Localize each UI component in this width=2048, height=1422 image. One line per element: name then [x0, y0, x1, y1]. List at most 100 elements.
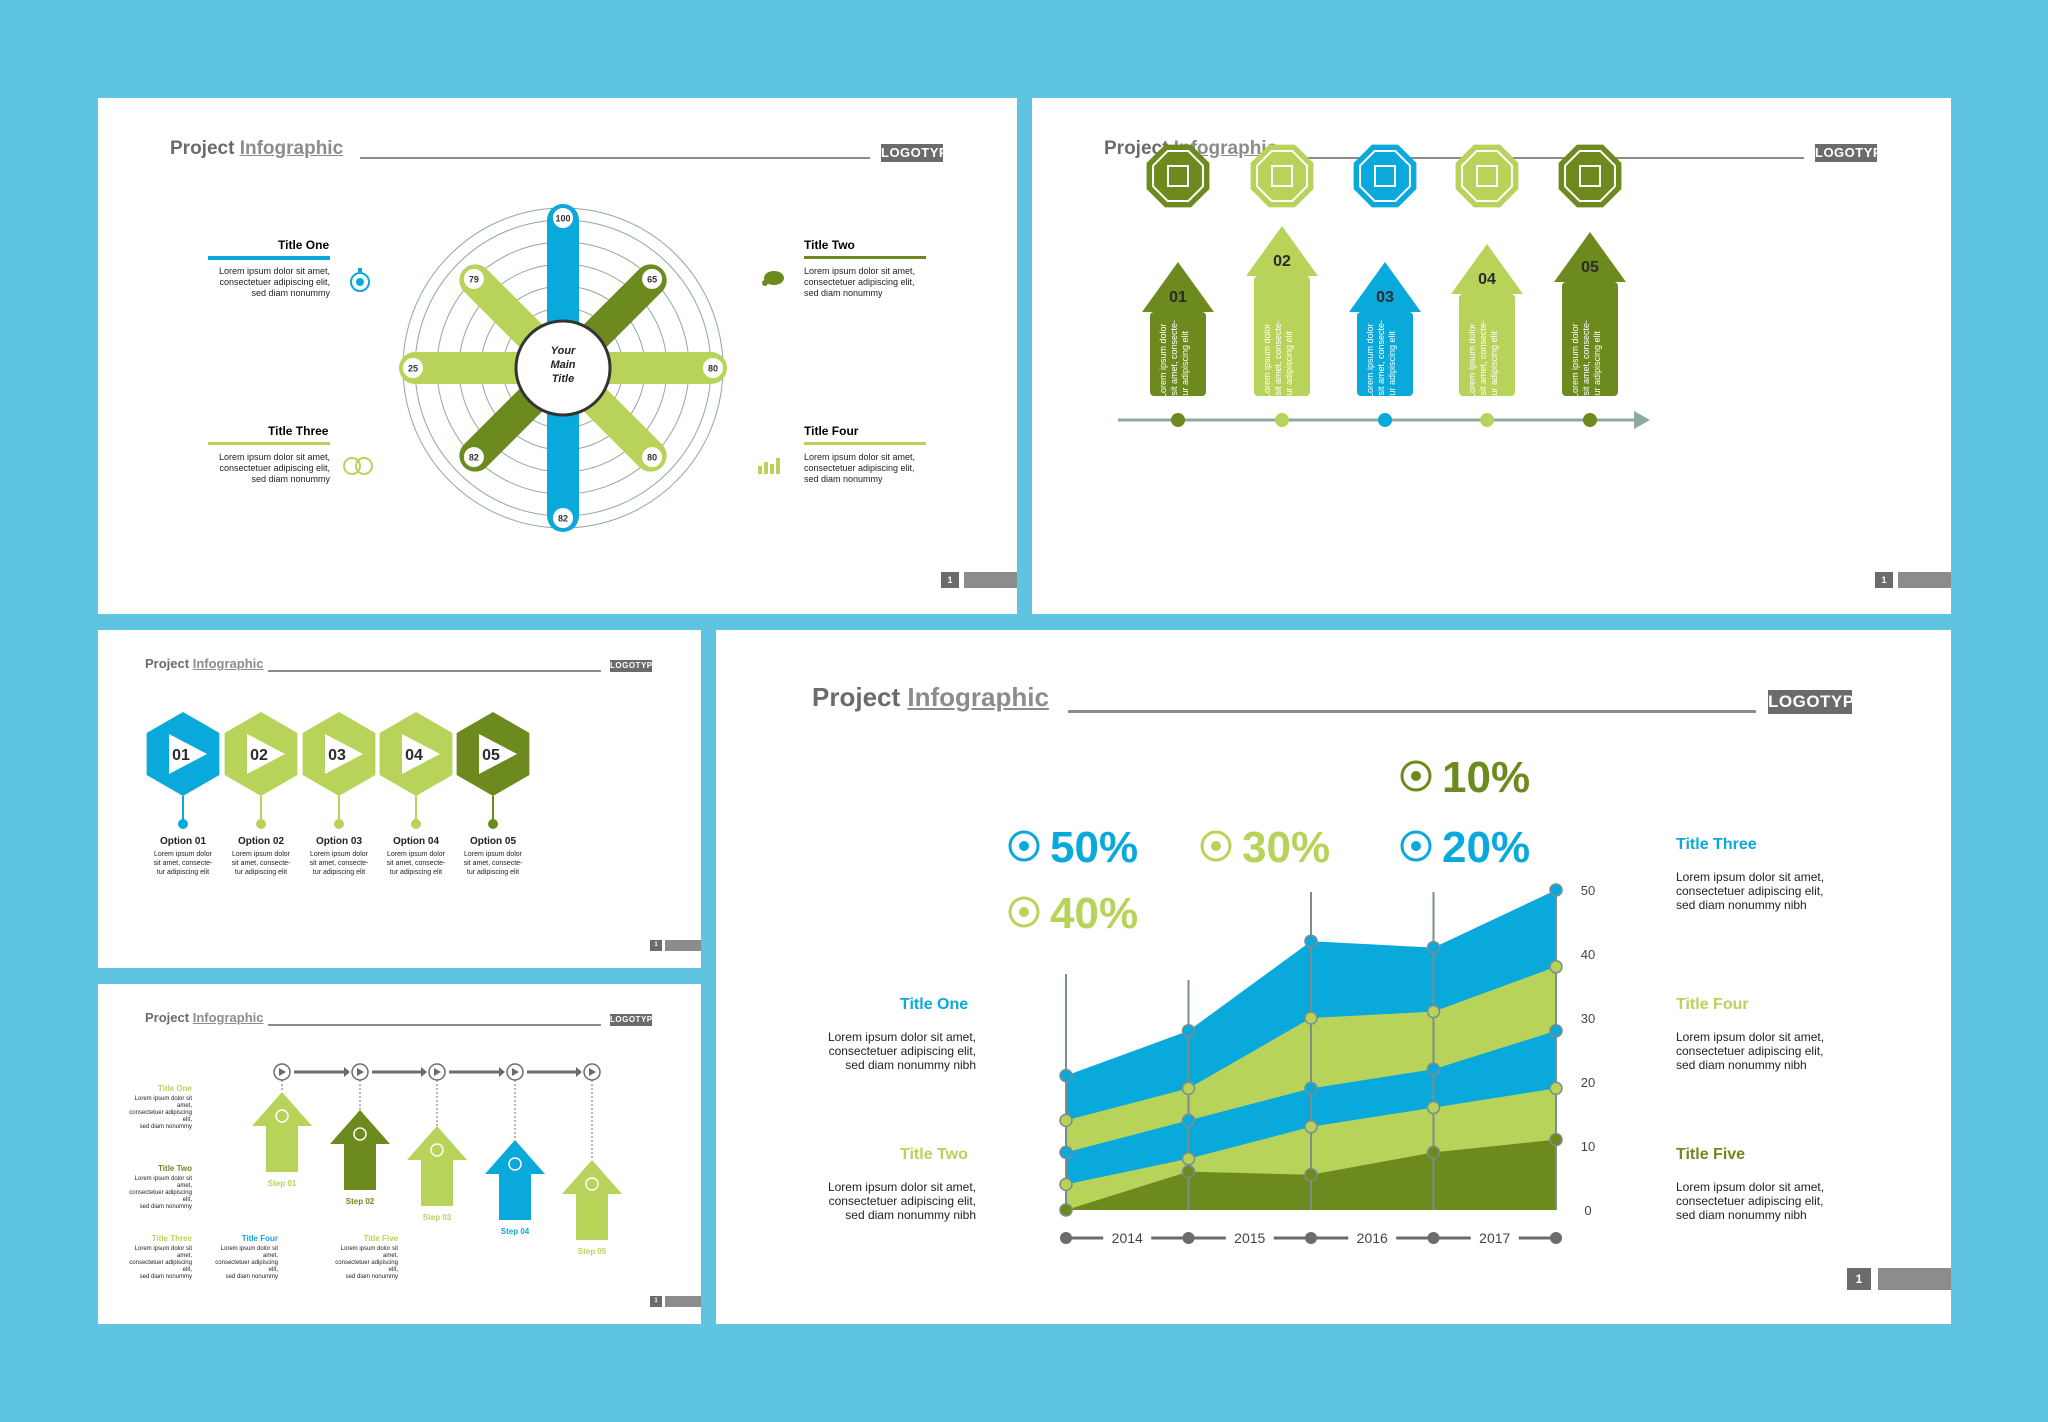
stopwatch-icon [1008, 830, 1040, 862]
title-four: Title Four [804, 424, 859, 438]
desc-two: Lorem ipsum dolor sit amet, consectetuer… [804, 266, 916, 298]
option-description: Lorem ipsum dolor sit amet, consecte- tu… [231, 851, 291, 876]
data-point [1549, 1081, 1563, 1096]
step-label: Step 03 [423, 1213, 452, 1222]
step-arrow [485, 1140, 545, 1220]
spoke-value: 100 [555, 214, 570, 224]
slide-title: Project Infographic [145, 1010, 264, 1025]
title-five: Title Five [1676, 1146, 1746, 1163]
desc-two: Lorem ipsum dolor sit amet, consectetuer… [827, 1180, 976, 1222]
page-number: 1 [650, 1296, 662, 1307]
option-title: Option 01 [159, 836, 207, 847]
logotype: LOGOTYPE [610, 660, 659, 672]
spoke-value-circle [461, 445, 486, 470]
desc-four: Lorem ipsum dolor sit amet, consectetuer… [804, 452, 916, 484]
option-description: Lorem ipsum dolor sit amet, consecte- tu… [309, 851, 369, 876]
document-dollar-icon [1146, 144, 1210, 208]
data-point [1181, 1152, 1196, 1166]
y-tick-label: 10 [1581, 1139, 1595, 1154]
arrow-05: 05 [1554, 232, 1626, 396]
option-dot [334, 819, 344, 829]
step-description: Lorem ipsum dolor sit amet, consectetuer… [129, 1246, 192, 1280]
x-axis-dot [1550, 1232, 1562, 1244]
y-tick-label: 40 [1581, 947, 1595, 962]
step-label: Step 04 [501, 1227, 530, 1236]
arrow-03: 03 [1349, 262, 1421, 396]
option-dot [178, 819, 188, 829]
step-title: Title Five [363, 1234, 398, 1243]
spoke-7 [399, 352, 533, 384]
data-point [1059, 1113, 1073, 1128]
spoke-1 [547, 204, 579, 338]
slide-hexagons: Project Infographic LOGOTYPE 01 02 03 04 05 … [98, 630, 701, 968]
arrow-number: 02 [1273, 253, 1291, 270]
spoke-value-circle [640, 266, 665, 291]
option-description: Lorem ipsum dolor sit amet, consecte- tu… [386, 851, 446, 876]
spoke-value-circle [461, 266, 486, 291]
spoke-value-circle [640, 445, 665, 470]
data-point [1304, 934, 1318, 948]
page-number: 1 [650, 940, 662, 951]
spoke-value: 80 [647, 453, 657, 463]
step-label: Step 02 [346, 1197, 375, 1206]
slide-title: Project Infographic [145, 656, 264, 671]
percent-value: 40% [1050, 889, 1138, 938]
desc-three: Lorem ipsum dolor sit amet, consectetuer… [1676, 870, 1825, 912]
slide-title: Project Infographic [812, 682, 1049, 712]
title-one: Title One [278, 238, 330, 252]
x-axis-dot [1427, 1232, 1440, 1244]
y-tick-label: 20 [1581, 1075, 1595, 1090]
data-point [1426, 1100, 1441, 1115]
arrow-description: Lorem ipsum dolor sit amet, consecte- tu… [1467, 317, 1499, 398]
spoke-3 [593, 352, 727, 384]
title-three: Title Three [1676, 836, 1757, 853]
step-label: Step 05 [578, 1247, 607, 1256]
data-point [1181, 1081, 1196, 1096]
x-tick-label: 2014 [1112, 1230, 1143, 1246]
logotype: LOGOTYPE [1815, 144, 1892, 162]
arrows-diagram: 01 Lorem ipsum dolor sit amet, consecte- … [1118, 144, 1650, 429]
hexagon-number: 04 [405, 747, 423, 764]
slide-radial: Project Infographic LOGOTYPE Title One L… [98, 98, 1017, 614]
title-one: Title One [900, 996, 969, 1013]
percent-value: 20% [1442, 823, 1530, 872]
area-chart: 0 10 20 30 40 50 2014 2015 2016 2017 10% 50% 30% 20% 4… [1008, 753, 1595, 1246]
arrow-04: 04 [1451, 244, 1523, 396]
option-title: Option 04 [392, 836, 440, 847]
option-description: Lorem ipsum dolor sit amet, consecte- tu… [153, 851, 213, 876]
page-number: 1 [941, 572, 959, 588]
stopwatch-icon [350, 268, 370, 292]
chart-icon [758, 458, 780, 474]
data-point [1059, 1177, 1073, 1192]
arrow-description: Lorem ipsum dolor sit amet, consecte- tu… [1158, 317, 1190, 398]
radial-diagram: 100 65 80 80 82 82 25 79 Your Main Title [343, 204, 784, 532]
y-tick-label: 0 [1584, 1203, 1591, 1218]
slide-arrows: Project Infographic LOGOTYPE 01 Lorem ips… [1032, 98, 1951, 614]
step-title: Title Four [241, 1234, 278, 1243]
arrow-description: Lorem ipsum dolor sit amet, consecte- tu… [1262, 317, 1294, 398]
x-tick-label: 2016 [1357, 1230, 1388, 1246]
data-point [1426, 1145, 1441, 1160]
data-point [1181, 1113, 1196, 1128]
title-two: Title Two [804, 238, 855, 252]
arrow-number: 03 [1376, 289, 1394, 306]
page-number: 1 [1847, 1268, 1871, 1290]
step-label: Step 01 [268, 1179, 297, 1188]
hexagon-number: 01 [172, 747, 190, 764]
desc-one: Lorem ipsum dolor sit amet, consectetuer… [827, 1030, 976, 1072]
step-arrow [407, 1126, 467, 1206]
hexagon-diagram: 01 02 03 04 05 [146, 712, 530, 829]
data-point [1059, 1203, 1073, 1217]
arrow-description: Lorem ipsum dolor sit amet, consecte- tu… [1570, 317, 1602, 398]
percent-value: 50% [1050, 823, 1138, 872]
spoke-5 [547, 398, 579, 532]
bug-icon [1008, 896, 1040, 928]
arrow-01: 01 [1142, 262, 1214, 396]
x-axis-dot [1182, 1232, 1195, 1244]
chart-icon [1400, 830, 1432, 862]
slide-steps: Project Infographic LOGOTYPE Step 01 Step… [98, 984, 701, 1324]
data-point [1426, 1062, 1441, 1076]
briefcase-icon [1353, 144, 1417, 208]
step-arrow [562, 1160, 622, 1240]
